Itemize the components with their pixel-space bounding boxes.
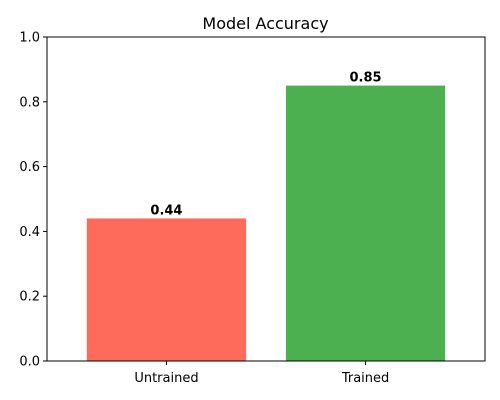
y-tick-label: 0.2 xyxy=(19,290,40,305)
bar-trained xyxy=(285,85,446,361)
x-axis: Untrained Trained xyxy=(134,361,389,386)
y-tick-label: 1.0 xyxy=(19,31,40,46)
plot-area-frame xyxy=(46,36,486,362)
chart-title: Model Accuracy xyxy=(202,14,328,33)
y-tick-label: 0.6 xyxy=(19,160,40,175)
y-tick-label: 0.8 xyxy=(19,95,40,110)
data-label-trained: 0.85 xyxy=(350,71,382,86)
data-labels-group: 0.44 0.85 xyxy=(150,71,381,219)
bar-untrained xyxy=(86,218,247,361)
bars-group xyxy=(86,85,446,361)
x-tick-label: Untrained xyxy=(134,371,198,386)
y-axis: 0.0 0.2 0.4 0.6 0.8 1.0 xyxy=(19,31,47,370)
y-tick-label: 0.4 xyxy=(19,225,40,240)
x-tick-label: Trained xyxy=(341,371,389,386)
data-label-untrained: 0.44 xyxy=(150,203,182,218)
y-tick-label: 0.0 xyxy=(19,355,40,370)
